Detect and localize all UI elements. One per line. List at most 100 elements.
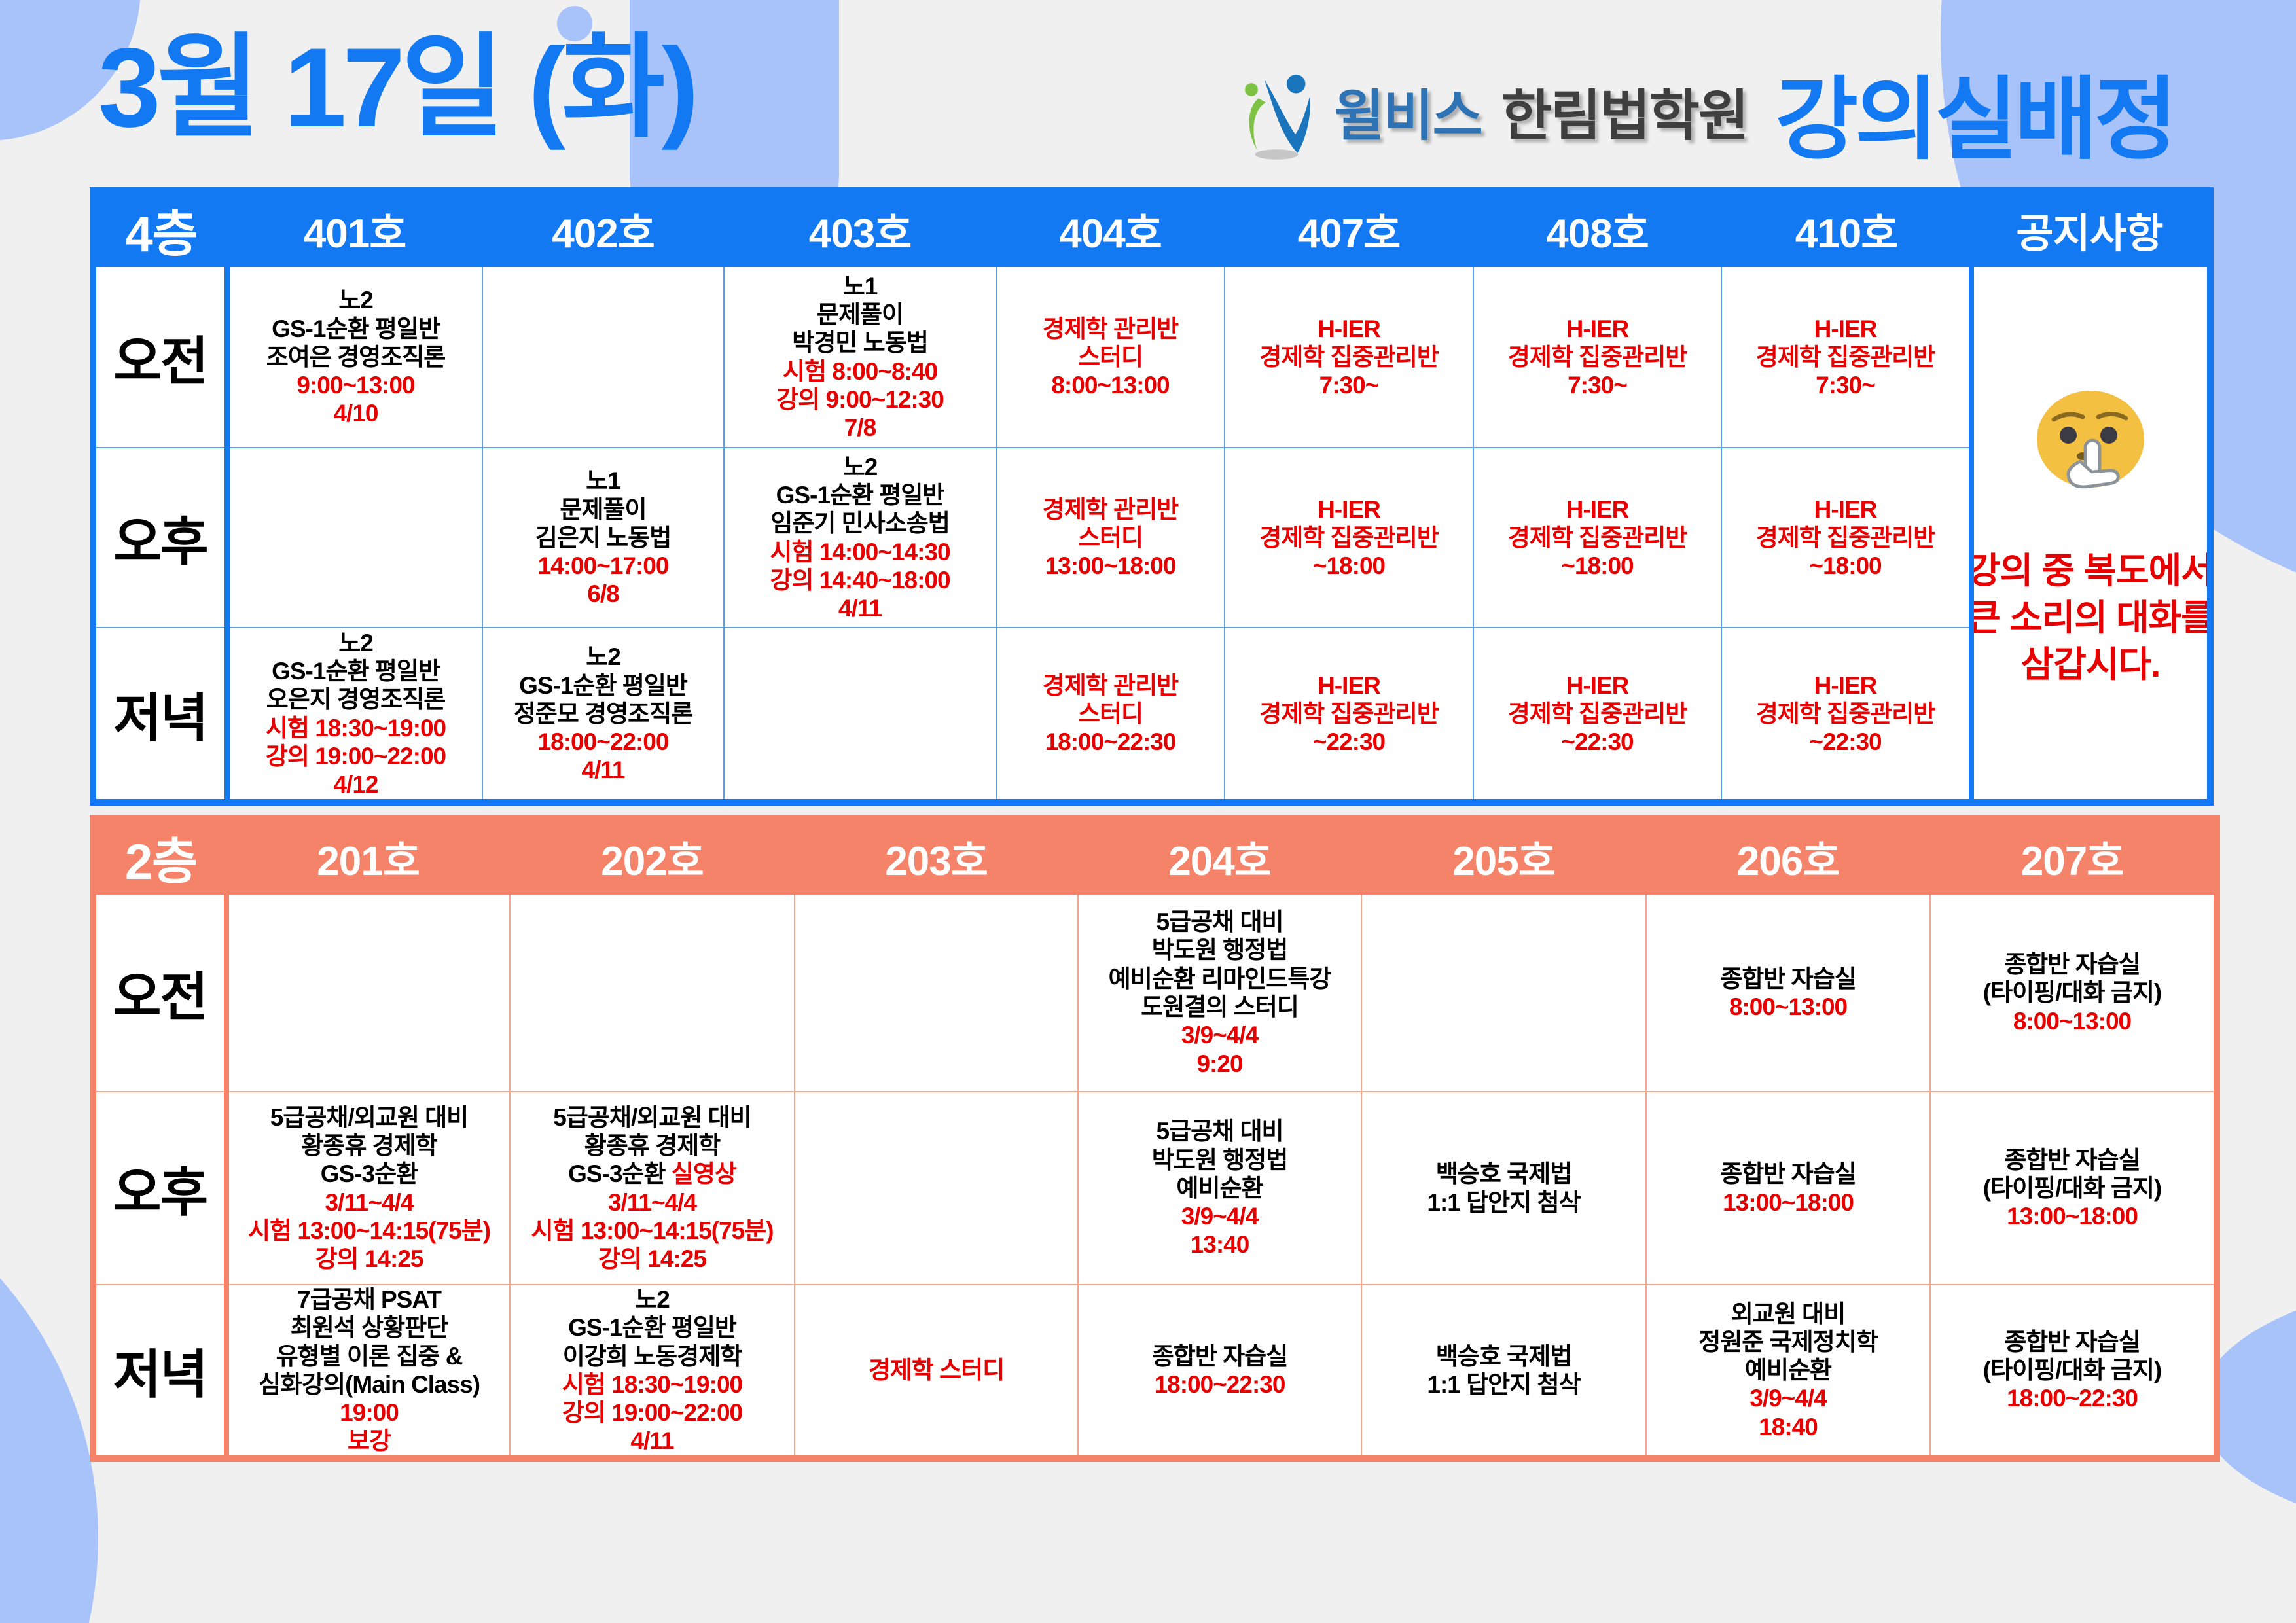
schedule-line: 박도원 행정법 <box>1151 936 1289 964</box>
schedule-line: 오은지 경영조직론 <box>266 686 446 713</box>
schedule-cell: H-IER 경제학 집중관리반 ~22:30 <box>1473 627 1722 803</box>
schedule-line: 강의 14:25 <box>598 1245 707 1273</box>
schedule-line: 유형별 이론 집중 & <box>276 1342 463 1370</box>
brand-name: 윌비스 <box>1334 84 1483 147</box>
room-header: 407호 <box>1224 190 1474 267</box>
notice-content: 강의 중 복도에서 큰 소리의 대화를 삼갑시다. <box>1971 378 2210 688</box>
schedule-line: 예비순환 <box>1744 1357 1832 1384</box>
schedule-line: 경제학 집중관리반 <box>1755 343 1936 370</box>
schedule-line: 경제학 집중관리반 <box>1259 700 1439 727</box>
notice-line: 큰 소리의 대화를 <box>1971 597 2210 638</box>
schedule-line: 4/10 <box>333 400 378 427</box>
schedule-cell: 노1 문제풀이 박경민 노동법 시험 8:00~8:40 강의 9:00~12:30 7/… <box>723 266 997 448</box>
schedule-cell: 노2 GS-1순환 평일반 정준모 경영조직론 18:00~22:00 4/11 <box>482 627 725 803</box>
schedule-cell <box>1361 893 1647 1092</box>
schedule-cell: 노2 GS-1순환 평일반 오은지 경영조직론 시험 18:30~19:00 강의 19… <box>226 627 483 803</box>
schedule-line: 황종휴 경제학 <box>584 1132 721 1159</box>
schedule-line: 4/11 <box>630 1427 675 1455</box>
schedule-cell <box>723 627 997 803</box>
time-slot-label: 오전 <box>92 893 229 1092</box>
schedule-line: 박도원 행정법 <box>1151 1146 1289 1173</box>
schedule-line: H-IER <box>1318 671 1381 699</box>
schedule-line: 강의 14:40~18:00 <box>770 566 950 594</box>
schedule-line: H-IER <box>1566 495 1630 523</box>
schedule-cell: H-IER 경제학 집중관리반 7:30~ <box>1224 266 1474 448</box>
schedule-line: 황종휴 경제학 <box>301 1132 438 1159</box>
schedule-line: 1:1 답안지 첨삭 <box>1427 1188 1581 1216</box>
schedule-line: 경제학 관리반 <box>1042 671 1179 699</box>
schedule-cell: 노1 문제풀이 김은지 노동법 14:00~17:00 6/8 <box>482 447 725 628</box>
schedule-line: 시험 8:00~8:40 <box>782 357 938 385</box>
schedule-line: 7:30~ <box>1319 372 1380 399</box>
schedule-line: 노1 <box>842 272 878 300</box>
room-header: 401호 <box>226 190 483 267</box>
schedule-line: 백승호 국제법 <box>1435 1342 1573 1370</box>
logo-row: 윌비스 한림법학원 강의실배정 <box>1237 52 2178 170</box>
schedule-line: 외교원 대비 <box>1731 1300 1846 1327</box>
schedule-cell: 5급공채 대비 박도원 행정법 예비순환 리마인드특강 도원결의 스터디 3/9~4/4… <box>1077 893 1362 1092</box>
schedule-line: 보강 <box>347 1427 391 1455</box>
schedule-line: 문제풀이 <box>560 495 647 523</box>
schedule-line: H-IER <box>1318 315 1381 342</box>
schedule-line: GS-3순환 <box>320 1160 418 1188</box>
schedule-line: H-IER <box>1566 315 1630 342</box>
schedule-line: 강의 9:00~12:30 <box>776 385 944 413</box>
schedule-line: 7급공채 PSAT <box>297 1286 442 1313</box>
schedule-cell <box>794 893 1079 1092</box>
schedule-line: 3/11~4/4 <box>607 1188 697 1216</box>
schedule-line: 시험 13:00~14:15(75분) <box>247 1217 491 1244</box>
schedule-line: 노1 <box>586 467 621 495</box>
small-dot-blob <box>557 6 592 41</box>
schedule-cell: 5급공채/외교원 대비 황종휴 경제학 GS-3순환 실영상 3/11~4/4 시험 1… <box>509 1091 795 1285</box>
schedule-line: 종합반 자습실 <box>1720 1160 1857 1188</box>
time-slot-label: 오전 <box>92 266 230 448</box>
schedule-line: 8:00~13:00 <box>1729 993 1848 1020</box>
wilbis-logo-icon <box>1245 74 1310 160</box>
schedule-line: H-IER <box>1566 671 1630 699</box>
schedule-line: 13:00~18:00 <box>2007 1203 2138 1230</box>
schedule-line: 18:00~22:00 <box>537 728 670 756</box>
schedule-line: 3/9~4/4 <box>1181 1022 1259 1049</box>
schedule-line: 5급공채/외교원 대비 <box>553 1103 751 1131</box>
schedule-line: 노2 <box>338 629 374 656</box>
room-header: 404호 <box>996 190 1225 267</box>
schedule-cell <box>482 266 725 448</box>
schedule-line: 종합반 자습실 <box>2004 951 2141 978</box>
schedule-line: 1:1 답안지 첨삭 <box>1427 1370 1581 1398</box>
schedule-line: 시험 13:00~14:15(75분) <box>531 1217 774 1244</box>
room-header: 410호 <box>1721 190 1972 267</box>
schedule-line: 이강희 노동경제학 <box>562 1342 743 1370</box>
schedule-cell: 노2 GS-1순환 평일반 조여은 경영조직론 9:00~13:00 4/10 <box>226 266 483 448</box>
schedule-line: ~22:30 <box>1312 728 1386 756</box>
schedule-line: GS-1순환 평일반 <box>519 671 688 699</box>
schedule-line: 9:20 <box>1196 1050 1243 1077</box>
schedule-line: 경제학 집중관리반 <box>1507 343 1688 370</box>
schedule-cell <box>509 893 795 1092</box>
schedule-cell: 종합반 자습실 13:00~18:00 <box>1645 1091 1931 1285</box>
brand-suffix: 한림법학원 <box>1501 84 1749 147</box>
schedule-line: 경제학 집중관리반 <box>1507 524 1688 551</box>
floor-label: 2층 <box>92 817 227 895</box>
notice-line: 강의 중 복도에서 <box>1971 550 2210 592</box>
corner-blob-bottom-left <box>0 1145 98 1623</box>
schedule-line: (타이핑/대화 금지) <box>1982 979 2162 1007</box>
schedule-line: GS-1순환 평일반 <box>776 481 945 508</box>
schedule-cell: H-IER 경제학 집중관리반 7:30~ <box>1721 266 1972 448</box>
schedule-line: 경제학 집중관리반 <box>1755 700 1936 727</box>
schedule-line: 7:30~ <box>1568 372 1628 399</box>
schedule-line: 김은지 노동법 <box>535 524 672 551</box>
schedule-line: 조여은 경영조직론 <box>266 343 446 370</box>
schedule-cell: 5급공채/외교원 대비 황종휴 경제학 GS-3순환 3/11~4/4 시험 13:00… <box>226 1091 511 1285</box>
schedule-line: 18:00~22:30 <box>1045 728 1177 756</box>
poster-heading: 강의실배정 <box>1775 69 2178 170</box>
schedule-cell: 노2 GS-1순환 평일반 이강희 노동경제학 시험 18:30~19:00 강의 19… <box>509 1284 795 1459</box>
time-slot-label: 저녁 <box>92 1284 229 1459</box>
schedule-line: 강의 19:00~22:00 <box>265 742 446 770</box>
schedule-line: 경제학 집중관리반 <box>1259 343 1439 370</box>
schedule-line: ~22:30 <box>1809 728 1882 756</box>
schedule-line: 13:00~18:00 <box>1045 552 1177 580</box>
schedule-cell: 경제학 관리반 스터디 8:00~13:00 <box>996 266 1225 448</box>
schedule-line: 19:00 <box>340 1399 399 1427</box>
schedule-line: GS-1순환 평일반 <box>272 315 440 342</box>
schedule-line: 노2 <box>842 453 878 480</box>
